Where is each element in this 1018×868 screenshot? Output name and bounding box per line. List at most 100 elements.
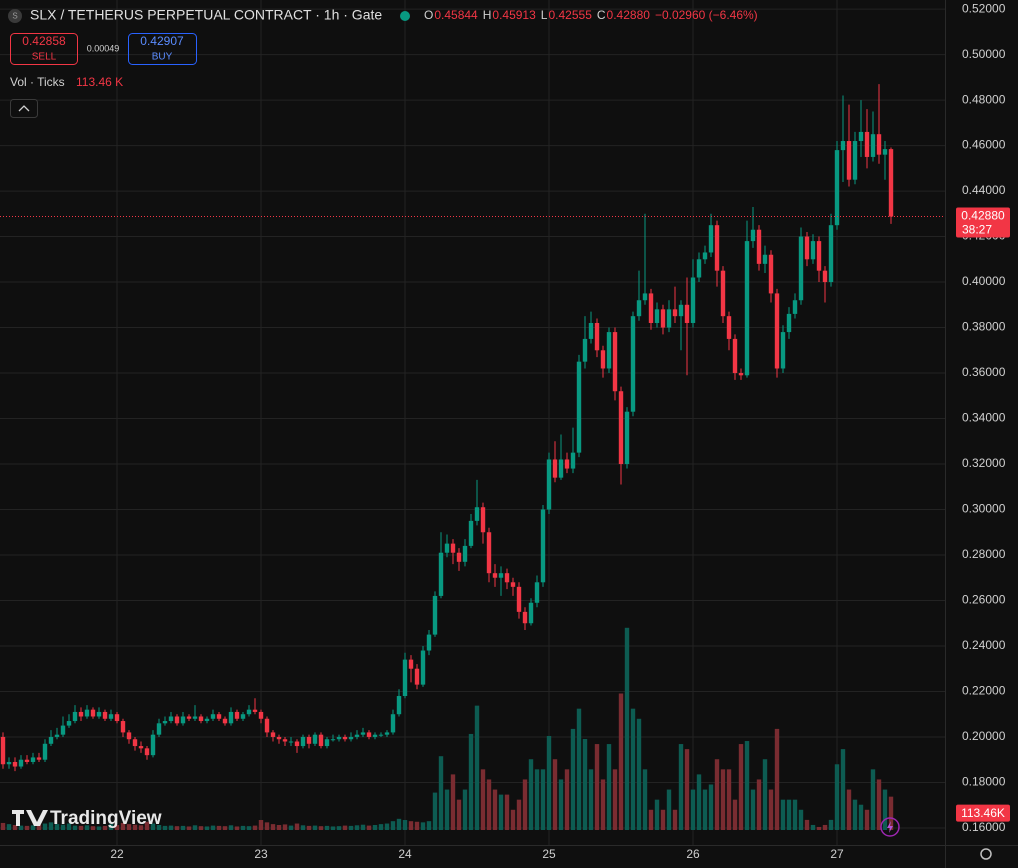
collapse-button[interactable] [10,99,38,118]
candle-body [708,225,714,253]
y-tick-label: 0.34000 [962,411,1006,425]
candle-body [828,225,834,283]
symbol-title[interactable]: SLX / TETHERUS PERPETUAL CONTRACT · 1h ·… [30,7,382,23]
ohlc-label: O [424,8,433,22]
candle-body [606,332,612,369]
volume-bar [852,799,858,830]
volume-bar [564,769,570,830]
candle-body [576,361,582,453]
volume-bar [816,826,822,830]
volume-bar [522,779,528,830]
volume-bar [36,824,42,830]
candle-body [822,270,828,283]
candle-body [438,552,444,596]
volume-bar [216,825,222,830]
candle-body [534,582,540,603]
candle-body [498,573,504,578]
volume-bar [444,789,450,830]
volume-bar [504,794,510,830]
candle-body [804,236,810,260]
candle-body [798,236,804,301]
candle-body [294,741,300,747]
volume-bar [516,799,522,830]
last-price-label: 0.42880 [961,209,1005,223]
candle-body [558,459,564,478]
volume-bar [552,759,558,830]
candle-body [18,759,24,767]
volume-bar [510,809,516,830]
buy-button[interactable] [128,33,197,65]
volume-bar [570,728,576,830]
volume-bar [84,825,90,830]
y-tick-label: 0.44000 [962,183,1006,197]
y-tick-label: 0.38000 [962,320,1006,334]
volume-bar [450,774,456,830]
candle-body [810,241,816,260]
candle-body [264,718,270,733]
alert-button[interactable] [880,817,900,837]
settings-button[interactable] [980,848,992,860]
candle-body [300,736,306,747]
volume-indicator[interactable]: Vol · Ticks [10,75,65,89]
candle-body [750,229,756,242]
candle-body [252,709,258,712]
volume-bar [702,789,708,830]
y-tick-label: 0.16000 [962,820,1006,834]
sell-price: 0.42858 [22,34,66,48]
volume-bar [54,824,60,830]
volume-bar [294,823,300,830]
volume-bar [846,789,852,830]
volume-bar [534,769,540,830]
volume-bar [744,741,750,830]
volume-bar [120,822,126,830]
candle-body [504,573,510,583]
volume-bar [90,826,96,830]
volume-bar [612,769,618,830]
volume-bar [348,825,354,830]
sell-button[interactable] [10,33,78,65]
candle-body [54,734,60,737]
volume-bar [792,799,798,830]
ohlc-label: H [483,8,492,22]
volume-bar [588,769,594,830]
sell-label: SELL [32,52,57,63]
candle-body [840,141,846,151]
ohlc-value: 0.45913 [492,8,536,22]
volume-bar [810,824,816,830]
y-tick-label: 0.24000 [962,638,1006,652]
candle-body [600,350,606,369]
market-status[interactable] [400,11,410,21]
candle-body [0,736,6,765]
volume-bar [864,809,870,830]
candle-body [726,316,732,339]
candle-body [258,711,264,719]
volume-bar [378,824,384,830]
candle-body [480,507,486,533]
candle-body [30,757,36,762]
volume-bar [696,774,702,830]
volume-bar [528,759,534,830]
volume-bar [12,825,18,830]
volume-bar [684,749,690,830]
volume-bar [204,826,210,830]
volume-bar [336,826,342,830]
x-tick-label: 22 [110,847,124,861]
volume-bar [498,794,504,830]
volume-bar [756,779,762,830]
candle-body [762,254,768,264]
volume-bar [132,824,138,830]
candle-body [702,252,708,260]
candle-body [84,709,90,717]
y-tick-label: 0.50000 [962,47,1006,61]
candle-body [336,736,342,740]
volume-bar [582,739,588,830]
candle-body [636,300,642,317]
candle-body [162,721,168,724]
candle-body [330,739,336,741]
volume-bar [660,809,666,830]
candle-body [222,718,228,724]
volume-bar [750,789,756,830]
candle-body [816,241,822,271]
volume-bar [258,820,264,830]
